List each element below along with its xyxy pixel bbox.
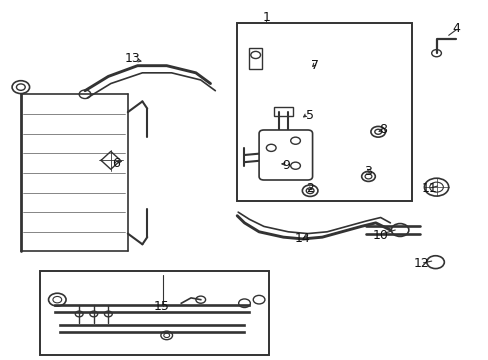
Bar — [237, 23, 411, 202]
Text: 1: 1 — [262, 11, 270, 24]
Text: 3: 3 — [364, 165, 372, 177]
Text: 9: 9 — [281, 159, 289, 172]
Text: 11: 11 — [421, 183, 436, 195]
Bar — [249, 48, 261, 69]
Text: 4: 4 — [451, 22, 459, 35]
FancyBboxPatch shape — [259, 130, 312, 180]
Text: 5: 5 — [305, 109, 313, 122]
Text: 12: 12 — [413, 257, 429, 270]
Bar — [273, 107, 292, 116]
Text: 14: 14 — [294, 233, 310, 246]
Text: 7: 7 — [310, 59, 318, 72]
Text: 2: 2 — [305, 183, 313, 195]
Bar — [40, 271, 268, 355]
Text: 10: 10 — [372, 229, 388, 242]
Text: 13: 13 — [124, 52, 140, 65]
Text: 6: 6 — [111, 157, 120, 170]
Text: 15: 15 — [154, 300, 169, 313]
Text: 8: 8 — [378, 123, 386, 136]
